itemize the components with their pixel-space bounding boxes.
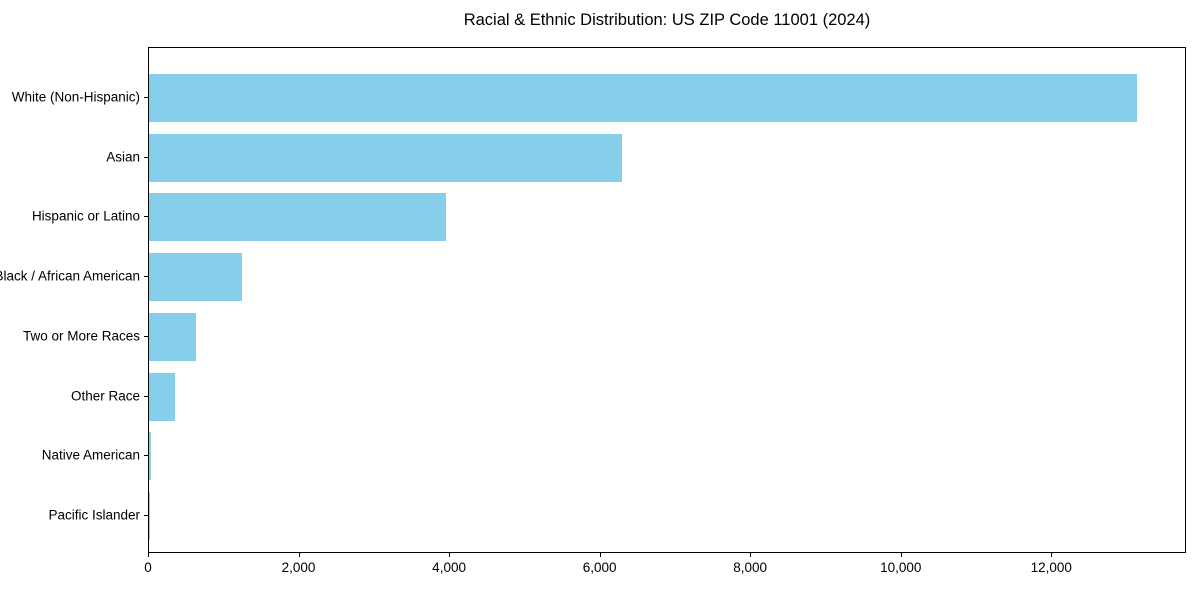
bar-asian (149, 133, 623, 182)
bar-native-american (149, 432, 151, 481)
chart-title: Racial & Ethnic Distribution: US ZIP Cod… (463, 11, 871, 29)
x-tick-label: 12,000 (1030, 560, 1072, 575)
y-tick-label: Two or More Races (22, 328, 140, 344)
bar-white-non-hispanic (149, 74, 1138, 122)
x-tick-label: 6,000 (582, 560, 617, 575)
bar-hispanic-or-latino (149, 193, 446, 242)
y-axis-tick (144, 455, 148, 457)
y-axis-tick (144, 156, 148, 158)
y-tick-label: Hispanic or Latino (31, 208, 140, 224)
y-tick-label: White (Non-Hispanic) (11, 89, 140, 105)
bar-black-african-american (149, 253, 242, 302)
y-tick-label: Native American (41, 447, 140, 463)
y-tick-label: Black / African American (0, 268, 140, 284)
x-axis-tick (449, 553, 451, 557)
x-axis-tick (599, 553, 601, 557)
bar-other-race (149, 372, 175, 421)
x-axis-tick (1051, 553, 1053, 557)
x-axis-tick (900, 553, 902, 557)
y-tick-label: Pacific Islander (48, 507, 140, 523)
y-axis-tick (144, 335, 148, 337)
y-axis-tick (144, 395, 148, 397)
y-axis-tick (144, 276, 148, 278)
y-axis-tick (144, 216, 148, 218)
x-axis-tick (298, 553, 300, 557)
y-tick-label: Asian (106, 149, 140, 165)
x-axis-tick (750, 553, 752, 557)
x-axis-tick (148, 553, 149, 557)
y-axis-tick (144, 97, 148, 98)
x-tick-label: 8,000 (733, 560, 768, 575)
bar-two-or-more-races (149, 312, 196, 361)
x-tick-label: 4,000 (432, 560, 466, 575)
x-tick-label: 2,000 (281, 560, 316, 575)
y-tick-label: Other Race (70, 388, 140, 403)
plot-area (148, 47, 1186, 553)
x-tick-label: 0 (144, 560, 152, 575)
y-axis-tick (144, 514, 148, 516)
x-tick-label: 10,000 (880, 560, 922, 575)
